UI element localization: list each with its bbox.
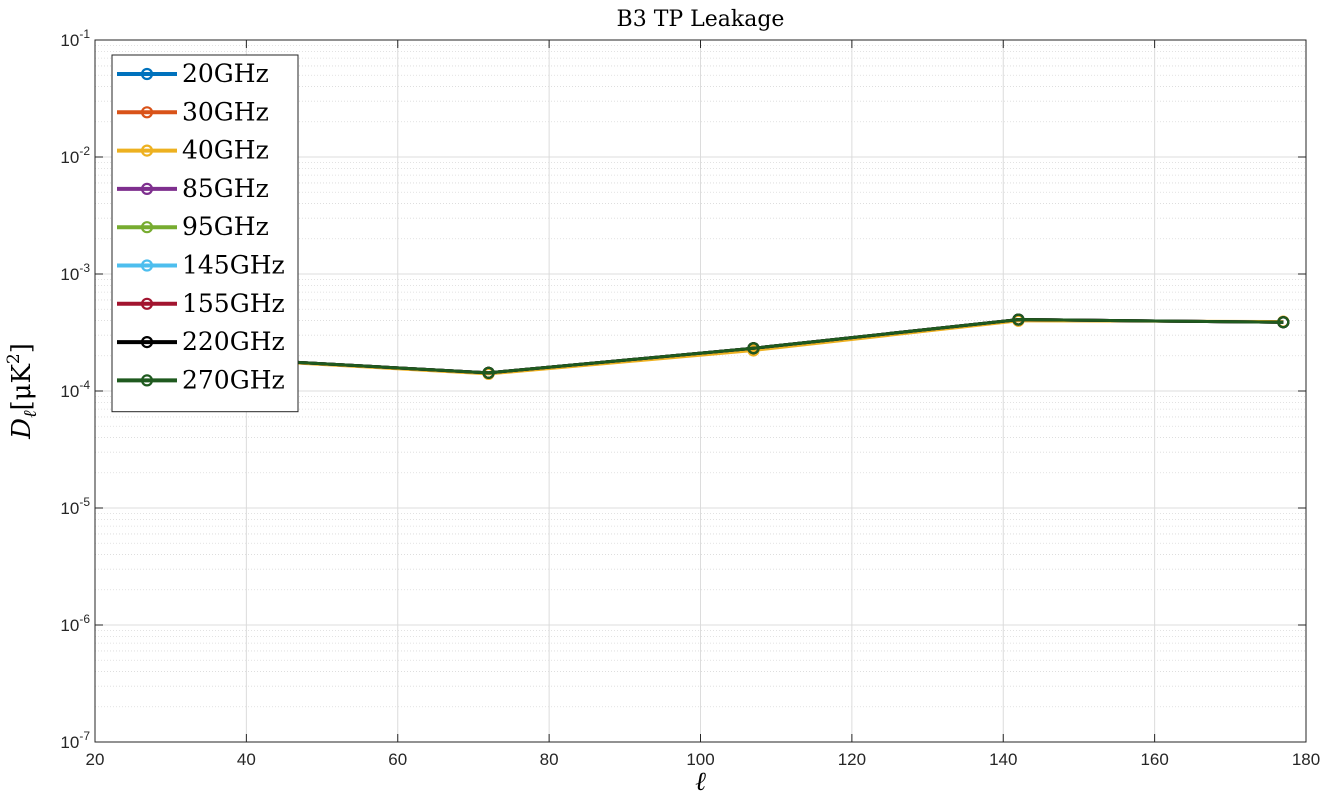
legend-marker <box>140 221 154 234</box>
legend-marker <box>140 374 154 387</box>
y-tick-label: 10-4 <box>60 378 90 401</box>
legend-label: 85GHz <box>182 174 269 203</box>
x-tick-label: 120 <box>838 750 866 769</box>
y-axis-label-subscript: ℓ <box>20 410 41 418</box>
legend-item-85GHz: 85GHz <box>117 174 269 203</box>
legend-item-30GHz: 30GHz <box>117 97 269 126</box>
x-tick-label: 40 <box>237 750 256 769</box>
data-point <box>747 342 760 355</box>
y-axis-label-units: [μK <box>7 364 37 411</box>
legend-label: 20GHz <box>182 59 269 88</box>
data-point <box>1277 316 1290 329</box>
legend-marker <box>140 67 154 81</box>
y-axis-label-units-exponent: 2 <box>4 353 24 364</box>
legend-item-270GHz: 270GHz <box>117 365 285 394</box>
y-tick-label: 10-5 <box>60 495 90 518</box>
x-tick-label: 60 <box>388 750 407 769</box>
legend-marker <box>140 297 154 310</box>
x-tick-label: 80 <box>540 750 559 769</box>
y-tick-label: 10-3 <box>60 261 90 284</box>
y-axis-label-units-close: ] <box>7 343 37 353</box>
x-tick-label: 180 <box>1292 750 1320 769</box>
legend-marker <box>140 336 154 349</box>
legend-label: 155GHz <box>182 289 285 318</box>
x-tick-label: 20 <box>86 750 105 769</box>
legend-label: 220GHz <box>182 327 285 356</box>
legend-label: 95GHz <box>182 212 269 241</box>
legend-item-20GHz: 20GHz <box>117 59 269 88</box>
legend-item-40GHz: 40GHz <box>117 136 269 165</box>
legend-label: 145GHz <box>182 251 285 280</box>
y-axis-label: Dℓ[μK2] <box>4 343 41 440</box>
legend-marker <box>140 182 154 195</box>
y-tick-label: 10-1 <box>60 27 90 50</box>
y-tick-label: 10-7 <box>60 729 90 752</box>
legend-marker <box>140 106 154 119</box>
y-tick-label: 10-6 <box>60 612 90 635</box>
data-point <box>1012 313 1025 326</box>
series-layer <box>217 313 1290 381</box>
x-tick-label: 100 <box>686 750 714 769</box>
x-tick-label: 160 <box>1140 750 1168 769</box>
x-tick-label: 140 <box>989 750 1017 769</box>
legend-label: 30GHz <box>182 97 269 126</box>
legend-label: 270GHz <box>182 365 285 394</box>
legend-item-95GHz: 95GHz <box>117 212 269 241</box>
y-axis-label-symbol: D <box>7 418 37 440</box>
data-point <box>482 366 495 379</box>
legend-item-155GHz: 155GHz <box>117 289 285 318</box>
chart-title: B3 TP Leakage <box>617 7 785 32</box>
series-line <box>223 318 1284 375</box>
legend-label: 40GHz <box>182 136 269 165</box>
ticks: 20 40 60 80 100 120 140 160 180 10-7 10-6 10-5 10-4 1… <box>60 27 1320 769</box>
legend-marker <box>140 144 154 157</box>
legend-marker <box>140 259 154 272</box>
legend-item-145GHz: 145GHz <box>117 251 285 280</box>
legend: 20GHz 30GHz 40GHz 85GHz 95GHz 145GHz 155GHz 220… <box>111 54 299 413</box>
legend-item-220GHz: 220GHz <box>117 327 285 356</box>
x-axis-label: ℓ <box>695 767 706 797</box>
y-tick-label: 10-2 <box>60 144 90 167</box>
